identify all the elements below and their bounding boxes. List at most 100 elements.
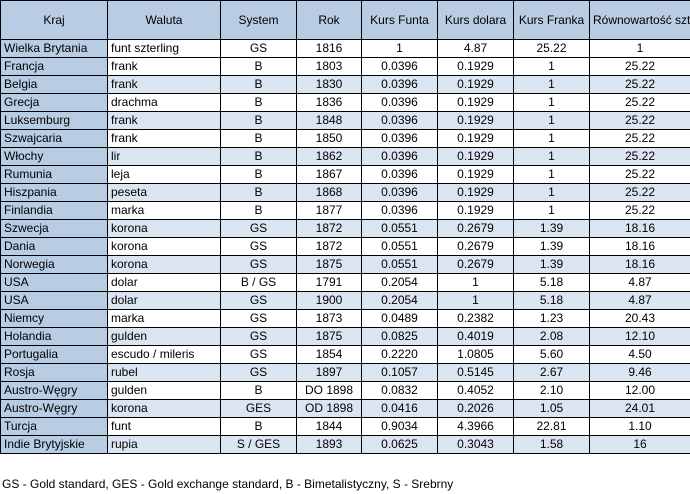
table-row: Holandia gulden GS 1875 0.0825 0.4019 2.08 12.1… — [0, 327, 690, 346]
cell-year: 1816 — [296, 39, 362, 58]
cell-system: GS — [220, 237, 297, 256]
cell-year: 1873 — [296, 309, 362, 328]
cell-country: Belgia — [0, 75, 108, 94]
header-rok: Rok — [296, 0, 362, 40]
cell-year: 1844 — [296, 417, 362, 436]
cell-currency: leja — [107, 165, 221, 184]
table-row: Rosja rubel GS 1897 0.1057 0.5145 2.67 9.46 — [0, 363, 690, 382]
cell-franc-rate: 1.05 — [513, 399, 590, 418]
cell-year: 1872 — [296, 219, 362, 238]
cell-year: 1867 — [296, 165, 362, 184]
cell-pound-rate: 0.0396 — [361, 201, 438, 220]
cell-country: Portugalia — [0, 345, 108, 364]
cell-currency: peseta — [107, 183, 221, 202]
cell-pound-rate: 0.0396 — [361, 183, 438, 202]
cell-system: B — [220, 111, 297, 130]
cell-pound-rate: 0.0396 — [361, 57, 438, 76]
cell-pound-rate: 0.0416 — [361, 399, 438, 418]
header-kurs-franka: Kurs Franka — [513, 0, 590, 40]
table-body: Wielka Brytania funt szterling GS 1816 1 4.87… — [0, 39, 690, 454]
cell-country: Turcja — [0, 417, 108, 436]
cell-sterling-equivalent: 18.16 — [589, 237, 690, 256]
table-row: Luksemburg frank B 1848 0.0396 0.1929 1 25.22 — [0, 111, 690, 130]
table-row: Szwecja korona GS 1872 0.0551 0.2679 1.39 18.16 — [0, 219, 690, 238]
legend-note: GS - Gold standard, GES - Gold exchange … — [2, 477, 454, 491]
cell-dollar-rate: 0.2026 — [437, 399, 514, 418]
cell-sterling-equivalent: 25.22 — [589, 75, 690, 94]
cell-dollar-rate: 0.1929 — [437, 129, 514, 148]
cell-system: GS — [220, 363, 297, 382]
header-waluta: Waluta — [107, 0, 221, 40]
cell-year: 1897 — [296, 363, 362, 382]
cell-pound-rate: 0.9034 — [361, 417, 438, 436]
cell-dollar-rate: 0.1929 — [437, 183, 514, 202]
cell-country: Włochy — [0, 147, 108, 166]
cell-system: B — [220, 57, 297, 76]
cell-franc-rate: 1 — [513, 93, 590, 112]
cell-country: Rumunia — [0, 165, 108, 184]
cell-dollar-rate: 0.5145 — [437, 363, 514, 382]
cell-currency: korona — [107, 237, 221, 256]
cell-country: Szwecja — [0, 219, 108, 238]
cell-system: GES — [220, 399, 297, 418]
cell-franc-rate: 1 — [513, 165, 590, 184]
table-row: Belgia frank B 1830 0.0396 0.1929 1 25.22 — [0, 75, 690, 94]
table-row: Grecja drachma B 1836 0.0396 0.1929 1 25.22 — [0, 93, 690, 112]
cell-country: Francja — [0, 57, 108, 76]
cell-currency: frank — [107, 75, 221, 94]
cell-dollar-rate: 0.1929 — [437, 57, 514, 76]
cell-year: 1900 — [296, 291, 362, 310]
cell-country: Finlandia — [0, 201, 108, 220]
cell-year: 1803 — [296, 57, 362, 76]
cell-country: Szwajcaria — [0, 129, 108, 148]
cell-currency: gulden — [107, 381, 221, 400]
cell-sterling-equivalent: 25.22 — [589, 201, 690, 220]
table-row: Rumunia leja B 1867 0.0396 0.1929 1 25.22 — [0, 165, 690, 184]
cell-sterling-equivalent: 12.00 — [589, 381, 690, 400]
cell-dollar-rate: 4.87 — [437, 39, 514, 58]
cell-system: B — [220, 147, 297, 166]
cell-system: B — [220, 129, 297, 148]
cell-franc-rate: 1.39 — [513, 237, 590, 256]
cell-franc-rate: 25.22 — [513, 39, 590, 58]
cell-franc-rate: 1 — [513, 111, 590, 130]
cell-dollar-rate: 1 — [437, 273, 514, 292]
cell-year: 1836 — [296, 93, 362, 112]
cell-country: Rosja — [0, 363, 108, 382]
cell-currency: frank — [107, 57, 221, 76]
cell-system: B — [220, 417, 297, 436]
cell-system: GS — [220, 255, 297, 274]
cell-year: OD 1898 — [296, 399, 362, 418]
cell-sterling-equivalent: 25.22 — [589, 183, 690, 202]
cell-year: 1862 — [296, 147, 362, 166]
cell-currency: drachma — [107, 93, 221, 112]
cell-system: B — [220, 165, 297, 184]
table-row: Turcja funt B 1844 0.9034 4.3966 22.81 1.10 — [0, 417, 690, 436]
table-row: Hiszpania peseta B 1868 0.0396 0.1929 1 25.22 — [0, 183, 690, 202]
cell-country: Norwegia — [0, 255, 108, 274]
cell-pound-rate: 0.0551 — [361, 219, 438, 238]
cell-franc-rate: 1 — [513, 201, 590, 220]
header-system: System — [220, 0, 297, 40]
cell-pound-rate: 0.0832 — [361, 381, 438, 400]
cell-sterling-equivalent: 25.22 — [589, 165, 690, 184]
currency-table: Kraj Waluta System Rok Kurs Funta Kurs dolara… — [0, 0, 690, 454]
cell-currency: dolar — [107, 291, 221, 310]
cell-currency: korona — [107, 219, 221, 238]
header-kurs-funta: Kurs Funta — [361, 0, 438, 40]
cell-year: 1877 — [296, 201, 362, 220]
cell-franc-rate: 5.18 — [513, 291, 590, 310]
cell-currency: funt szterling — [107, 39, 221, 58]
cell-dollar-rate: 0.4052 — [437, 381, 514, 400]
cell-currency: funt — [107, 417, 221, 436]
cell-sterling-equivalent: 18.16 — [589, 219, 690, 238]
cell-dollar-rate: 0.1929 — [437, 93, 514, 112]
cell-sterling-equivalent: 4.50 — [589, 345, 690, 364]
table-row: Indie Brytyjskie rupia S / GES 1893 0.0625 0.… — [0, 435, 690, 454]
cell-system: GS — [220, 291, 297, 310]
cell-dollar-rate: 0.2679 — [437, 219, 514, 238]
cell-franc-rate: 5.18 — [513, 273, 590, 292]
cell-pound-rate: 0.2054 — [361, 273, 438, 292]
cell-sterling-equivalent: 4.87 — [589, 273, 690, 292]
cell-country: Wielka Brytania — [0, 39, 108, 58]
